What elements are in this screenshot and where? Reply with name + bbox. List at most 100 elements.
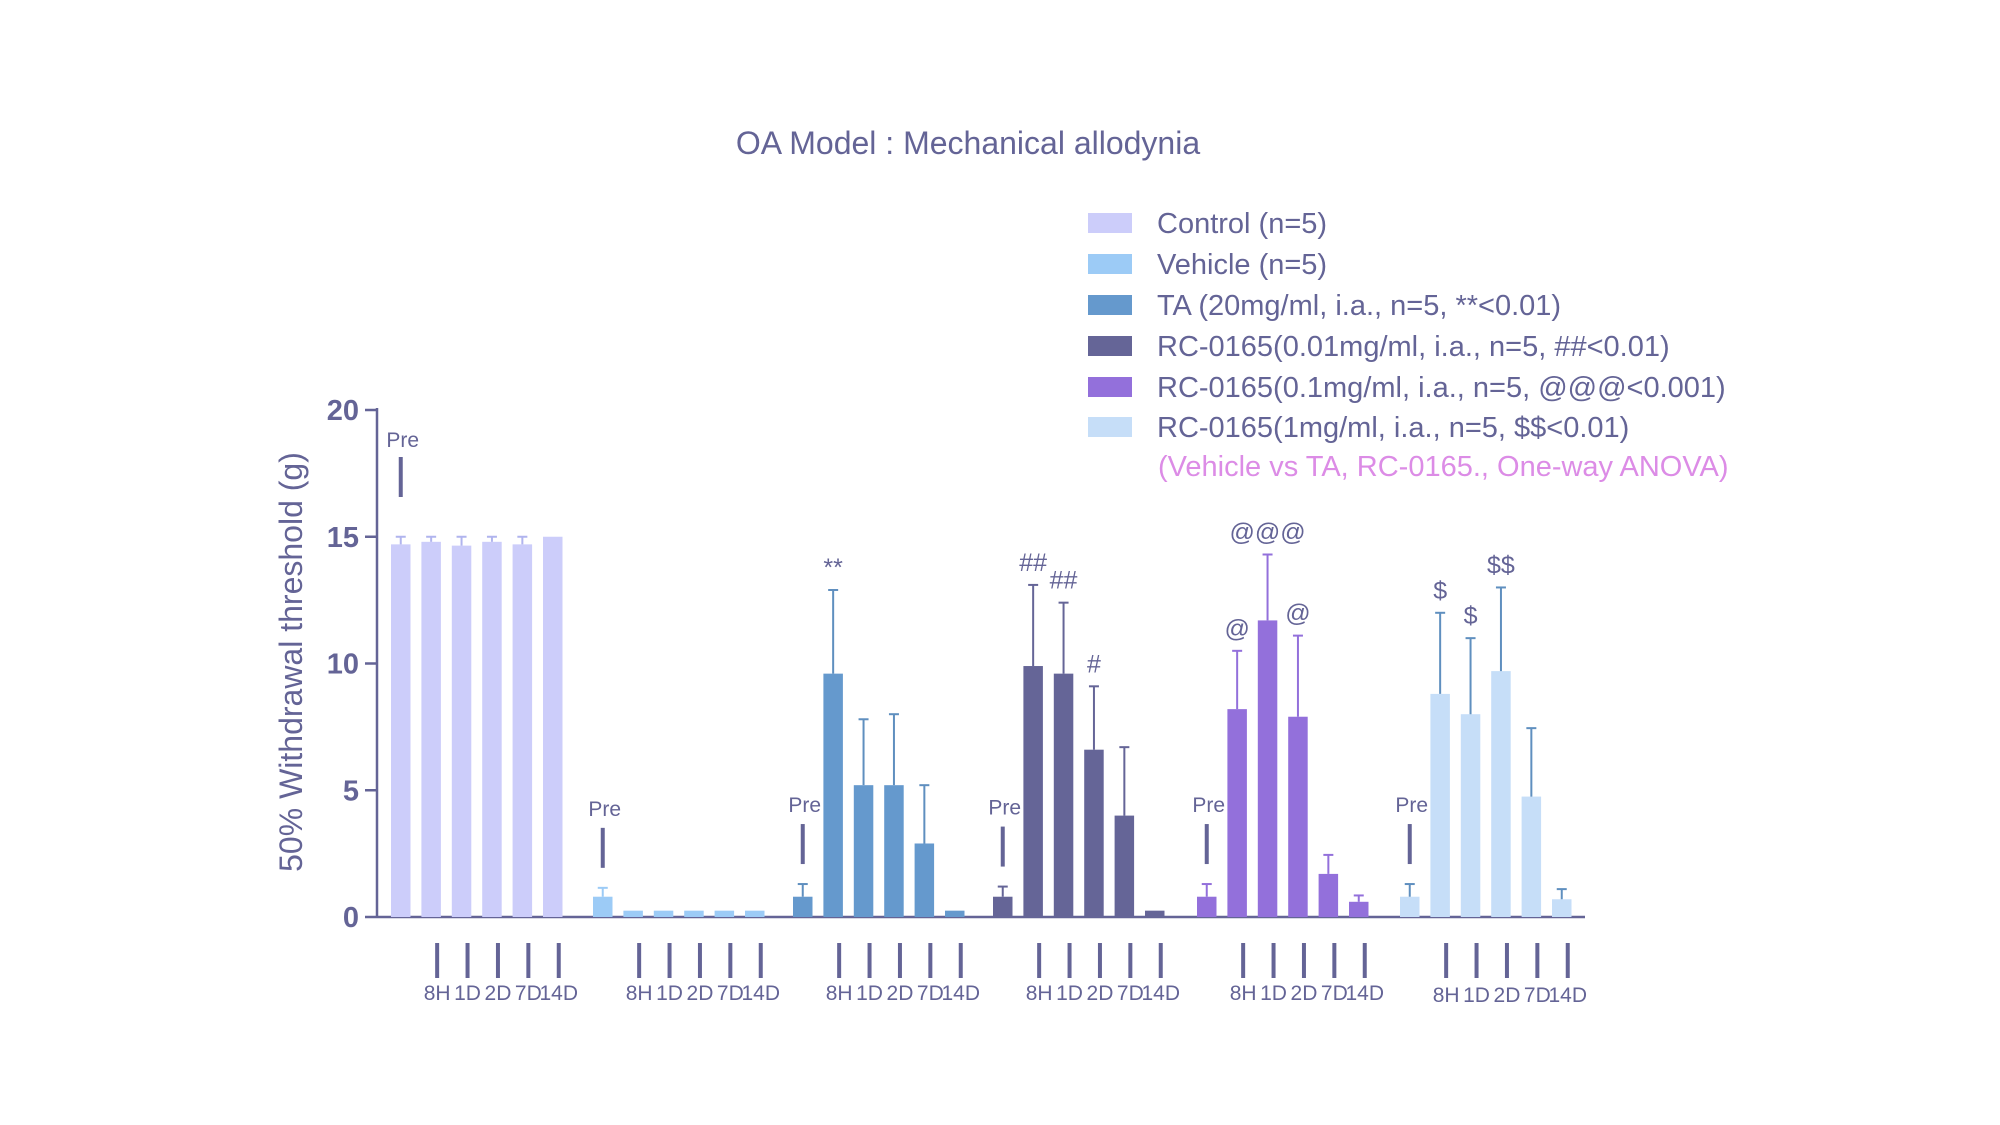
x-tick-label: 8H <box>626 982 653 1005</box>
legend-label: TA (20mg/ml, i.a., n=5, **<0.01) <box>1157 290 1561 322</box>
x-tick-label: 14D <box>941 982 980 1005</box>
x-tick-label: 2D <box>887 982 914 1005</box>
x-tick-label: 7D <box>1117 982 1144 1005</box>
x-tick-label: 7D <box>1321 982 1348 1005</box>
bar <box>745 910 765 917</box>
x-tick-label: 1D <box>856 982 883 1005</box>
pre-label: Pre <box>988 797 1021 820</box>
x-tick-label: 7D <box>515 982 542 1005</box>
legend-item: RC-0165(0.1mg/ml, i.a., n=5, @@@<0.001) <box>1088 372 1726 404</box>
legend-label: Vehicle (n=5) <box>1157 249 1327 281</box>
y-axis-label: 50% Withdrawal threshold (g) <box>273 452 309 872</box>
legend-label: RC-0165(0.01mg/ml, i.a., n=5, ##<0.01) <box>1157 331 1670 363</box>
y-tick-label: 15 <box>327 522 359 554</box>
bar <box>391 544 411 917</box>
significance-label: $$ <box>1487 551 1515 579</box>
y-tick-label: 5 <box>343 775 359 807</box>
significance-label: @ <box>1285 600 1310 628</box>
pre-label: Pre <box>386 429 419 452</box>
bar <box>1430 693 1450 917</box>
bar <box>593 896 613 917</box>
y-axis: 0 5 10 15 20 <box>327 395 379 934</box>
legend-note: (Vehicle vs TA, RC-0165., One-way ANOVA) <box>1158 451 1729 483</box>
x-tick-label: 14D <box>741 982 780 1005</box>
significance-label: $ <box>1464 602 1478 630</box>
significance-label: ## <box>1019 549 1047 577</box>
x-tick-label: 14D <box>539 982 578 1005</box>
y-tick-label: 10 <box>327 649 359 681</box>
bar <box>1460 714 1481 917</box>
legend-swatch <box>1088 377 1132 397</box>
y-tick-label: 20 <box>327 395 359 427</box>
bar <box>884 785 904 917</box>
legend-label: RC-0165(1mg/ml, i.a., n=5, $$<0.01) <box>1157 412 1629 444</box>
legend-item: RC-0165(1mg/ml, i.a., n=5, $$<0.01) <box>1088 412 1629 444</box>
bar <box>1349 901 1369 917</box>
significance-label: $ <box>1433 577 1447 605</box>
legend-label: RC-0165(0.1mg/ml, i.a., n=5, @@@<0.001) <box>1157 372 1726 404</box>
bar <box>1053 673 1074 917</box>
bar <box>1023 666 1043 917</box>
bar <box>945 910 965 917</box>
legend-item: RC-0165(0.01mg/ml, i.a., n=5, ##<0.01) <box>1088 331 1670 363</box>
significance-label: @@@ <box>1229 518 1305 546</box>
legend-swatch <box>1088 417 1132 437</box>
x-tick-label: 8H <box>1026 982 1053 1005</box>
legend-swatch <box>1088 295 1132 315</box>
legend: Control (n=5) Vehicle (n=5) TA (20mg/ml, i… <box>1088 208 1726 444</box>
bar <box>1552 899 1572 917</box>
bar <box>1257 620 1278 917</box>
x-tick-label: 1D <box>1056 982 1083 1005</box>
bar <box>1491 671 1511 917</box>
pre-label: Pre <box>588 798 621 821</box>
bar <box>1521 796 1542 917</box>
x-tick-label: 2D <box>1291 982 1318 1005</box>
x-tick-label: 2D <box>485 982 512 1005</box>
legend-swatch <box>1088 336 1132 356</box>
legend-item: Vehicle (n=5) <box>1088 249 1327 281</box>
bar <box>543 536 563 917</box>
bar <box>914 843 935 917</box>
x-tick-label: 1D <box>656 982 683 1005</box>
x-tick-label: 8H <box>1433 984 1460 1007</box>
bar <box>482 541 502 917</box>
bar <box>1084 749 1104 917</box>
x-tick-label: 7D <box>717 982 744 1005</box>
x-tick-label: 7D <box>1524 984 1551 1007</box>
bar <box>1318 873 1339 917</box>
pre-label: Pre <box>1192 794 1225 817</box>
bar <box>623 910 643 917</box>
x-tick-label: 8H <box>1230 982 1257 1005</box>
bar <box>1145 910 1165 917</box>
legend-swatch <box>1088 254 1132 274</box>
chart-title: OA Model : Mechanical allodynia <box>736 125 1200 161</box>
x-tick-label: 1D <box>1260 982 1287 1005</box>
x-tick-label: 1D <box>454 982 481 1005</box>
bar <box>684 910 704 917</box>
pre-label: Pre <box>1395 794 1428 817</box>
significance-label: ## <box>1050 567 1078 595</box>
bar <box>1288 716 1308 917</box>
legend-item: Control (n=5) <box>1088 208 1327 240</box>
x-tick-label: 14D <box>1345 982 1384 1005</box>
legend-label: Control (n=5) <box>1157 208 1327 240</box>
legend-swatch <box>1088 213 1132 233</box>
x-tick-label: 8H <box>826 982 853 1005</box>
bar <box>1197 896 1217 917</box>
y-tick-label: 0 <box>343 902 359 934</box>
bar <box>512 544 533 917</box>
bar <box>853 785 874 917</box>
x-tick-label: 14D <box>1548 984 1587 1007</box>
x-tick-label: 8H <box>424 982 451 1005</box>
bar <box>793 896 813 917</box>
bar <box>714 910 735 917</box>
bar <box>421 541 441 917</box>
